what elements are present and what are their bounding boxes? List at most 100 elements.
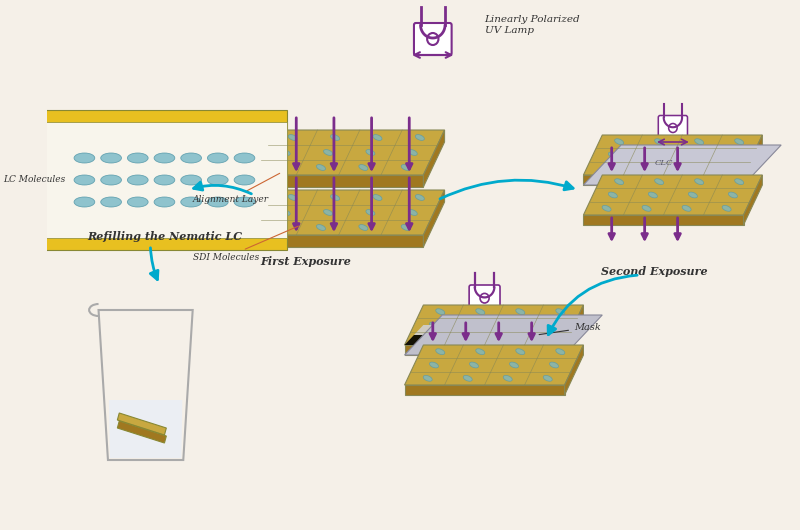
Ellipse shape [722,165,731,171]
Polygon shape [405,385,565,395]
Polygon shape [583,175,743,185]
Polygon shape [525,335,574,345]
Polygon shape [254,235,423,247]
Ellipse shape [556,349,565,355]
Polygon shape [109,400,182,458]
Ellipse shape [503,375,512,381]
Ellipse shape [288,135,298,140]
Ellipse shape [402,225,410,231]
Ellipse shape [101,197,122,207]
Ellipse shape [543,335,552,341]
Ellipse shape [74,153,94,163]
Ellipse shape [274,225,283,231]
Ellipse shape [408,209,418,215]
Ellipse shape [373,135,382,140]
Ellipse shape [436,349,445,355]
Ellipse shape [207,175,228,185]
Polygon shape [534,325,583,335]
Polygon shape [423,130,445,187]
Polygon shape [118,413,166,435]
Ellipse shape [415,135,424,140]
Ellipse shape [648,152,658,158]
Polygon shape [405,315,602,355]
Ellipse shape [317,225,326,231]
Polygon shape [254,130,445,175]
Ellipse shape [734,179,744,184]
Text: Refilling the Nematic LC: Refilling the Nematic LC [87,231,242,242]
Ellipse shape [689,192,698,198]
Ellipse shape [366,209,375,215]
FancyBboxPatch shape [414,23,452,55]
Ellipse shape [423,335,432,341]
Ellipse shape [373,195,382,200]
FancyBboxPatch shape [42,110,287,182]
Ellipse shape [423,375,432,381]
Ellipse shape [682,206,691,211]
Ellipse shape [408,149,418,155]
Ellipse shape [415,195,424,200]
Polygon shape [583,135,762,175]
Ellipse shape [470,362,478,368]
Ellipse shape [608,192,618,198]
FancyBboxPatch shape [658,116,687,140]
Ellipse shape [127,153,148,163]
Ellipse shape [556,309,565,315]
Ellipse shape [734,139,744,145]
Ellipse shape [366,149,375,155]
Ellipse shape [516,309,525,315]
Polygon shape [405,345,565,355]
Ellipse shape [359,165,368,171]
Polygon shape [118,421,166,443]
Ellipse shape [330,135,340,140]
Ellipse shape [234,197,255,207]
Ellipse shape [74,197,94,207]
Ellipse shape [602,165,611,171]
Ellipse shape [463,375,472,381]
Ellipse shape [207,153,228,163]
Ellipse shape [470,322,478,328]
Ellipse shape [234,175,255,185]
Ellipse shape [543,375,552,381]
Ellipse shape [430,362,438,368]
Text: LC Molecules: LC Molecules [3,175,66,184]
Ellipse shape [154,153,175,163]
Ellipse shape [281,149,290,155]
Ellipse shape [181,197,202,207]
Polygon shape [743,135,762,185]
Ellipse shape [101,153,122,163]
Polygon shape [583,215,743,225]
FancyBboxPatch shape [42,178,287,250]
Polygon shape [565,345,583,395]
Polygon shape [494,325,543,335]
Ellipse shape [330,195,340,200]
Polygon shape [254,175,423,187]
Ellipse shape [694,139,704,145]
Polygon shape [583,175,762,215]
Ellipse shape [207,197,228,207]
Text: Second Exposure: Second Exposure [601,266,707,277]
Ellipse shape [682,165,691,171]
Polygon shape [454,325,503,335]
FancyBboxPatch shape [469,285,500,312]
Polygon shape [405,345,583,385]
Ellipse shape [729,152,738,158]
Ellipse shape [608,152,618,158]
Ellipse shape [101,175,122,185]
Ellipse shape [127,197,148,207]
Ellipse shape [463,335,472,341]
Ellipse shape [602,206,611,211]
Ellipse shape [550,362,558,368]
Ellipse shape [642,206,651,211]
Polygon shape [414,325,463,335]
Ellipse shape [127,175,148,185]
Ellipse shape [510,362,518,368]
Ellipse shape [642,165,651,171]
Ellipse shape [550,322,558,328]
Text: First Exposure: First Exposure [260,256,351,267]
Polygon shape [423,190,445,247]
Ellipse shape [317,165,326,171]
Text: SDI Molecules: SDI Molecules [193,226,298,262]
Ellipse shape [722,206,731,211]
Ellipse shape [281,209,290,215]
FancyBboxPatch shape [42,122,287,238]
